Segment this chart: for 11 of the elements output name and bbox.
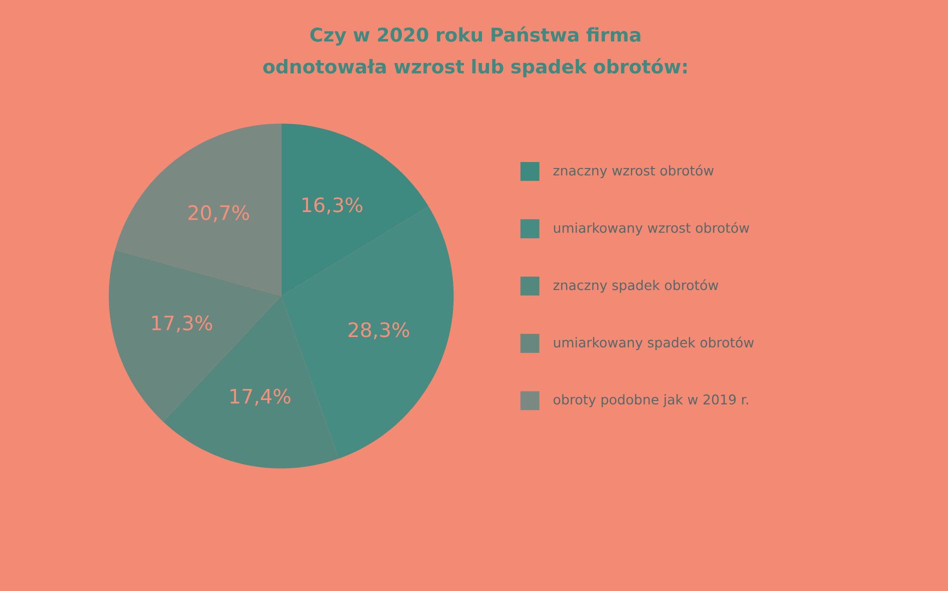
data-label: 17,3%: [152, 315, 212, 332]
data-label: 28,3%: [348, 322, 410, 340]
legend-label: znaczny wzrost obrotów: [553, 164, 714, 178]
legend-label: obroty podobne jak w 2019 r.: [554, 394, 748, 408]
data-label: 17,4%: [230, 388, 290, 406]
legend-label: znaczny spadek obrotów: [553, 279, 718, 293]
legend-label: umiarkowany wzrost obrotów: [554, 222, 750, 236]
data-label: 20,7%: [188, 205, 250, 222]
legend-label: umiarkowany spadek obrotów: [554, 336, 754, 350]
data-label: 16,3%: [302, 197, 362, 214]
chart-title: Czy w 2020 roku Państwa firma odnotowała wzrost lub spadek obrotów:: [263, 26, 687, 78]
